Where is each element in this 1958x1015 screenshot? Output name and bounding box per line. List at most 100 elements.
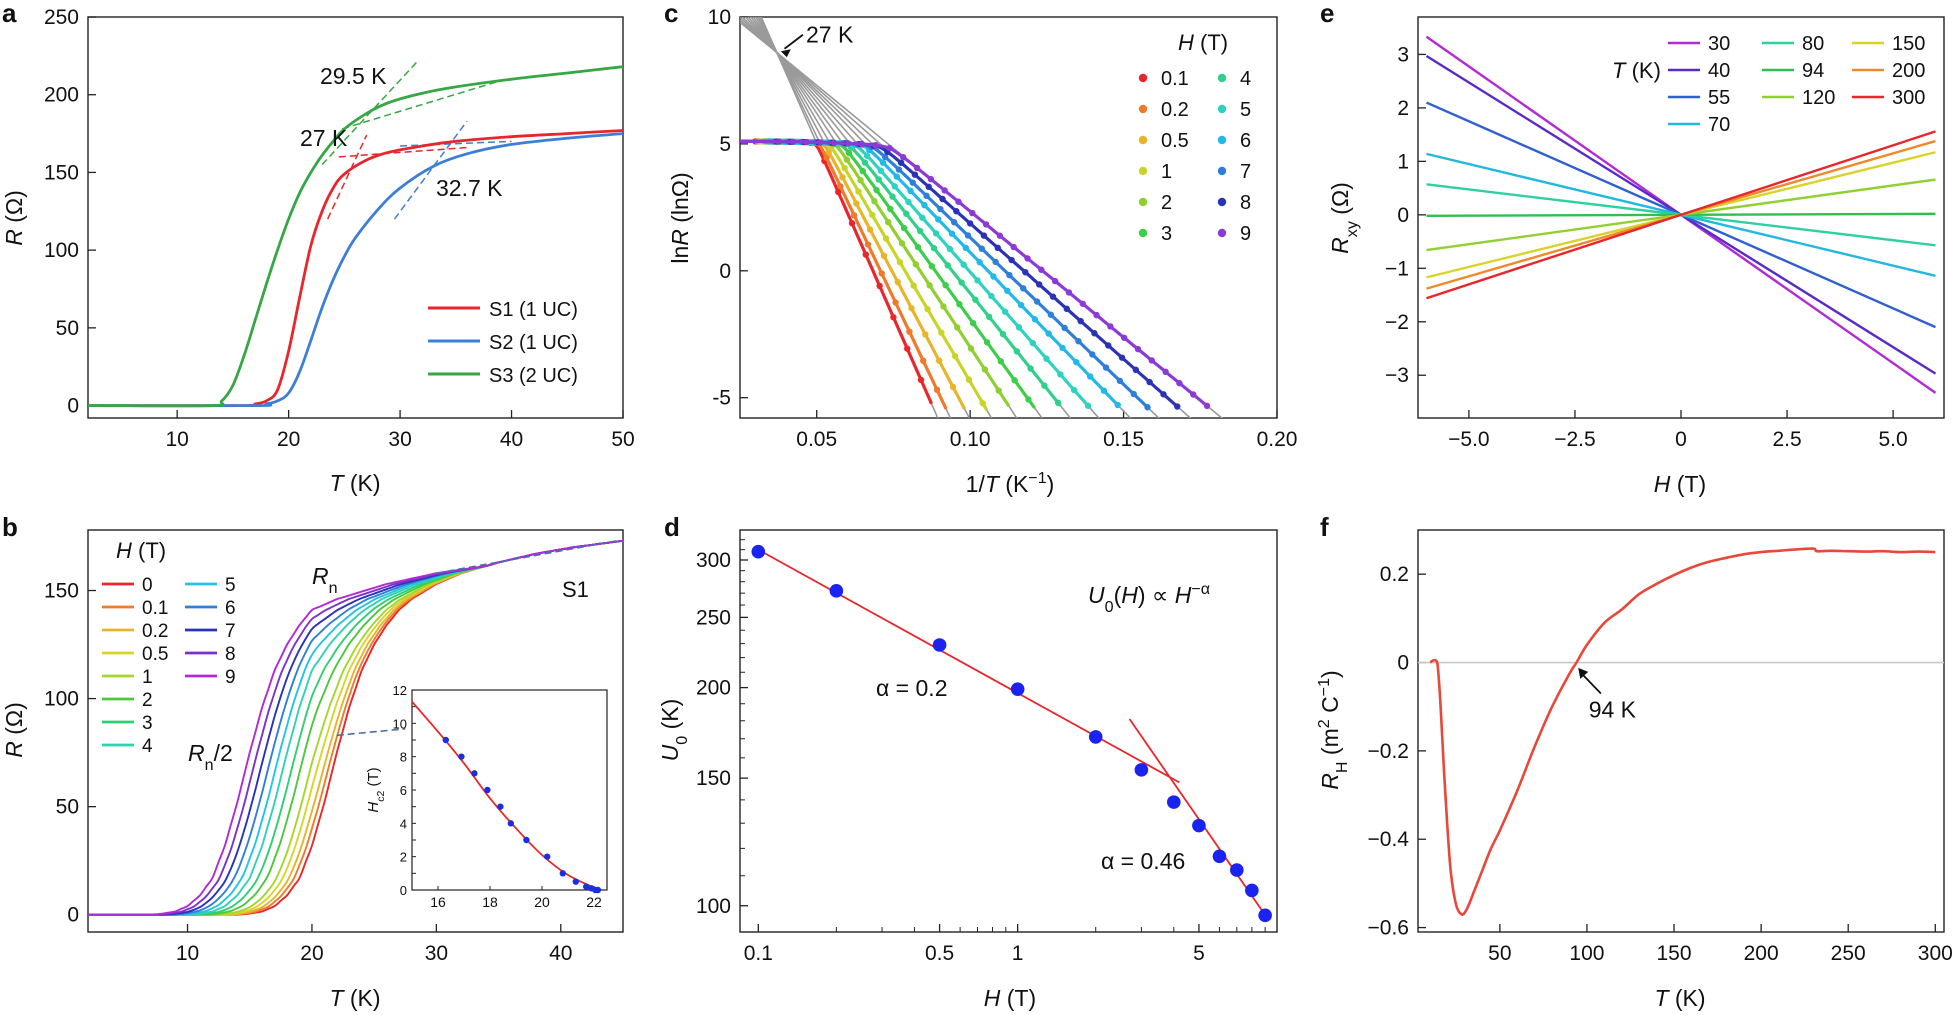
c-data-point — [825, 148, 832, 156]
c-data-point — [917, 376, 925, 384]
c-x-tick-label: 0.20 — [1257, 428, 1298, 451]
c-data-point — [950, 219, 958, 226]
c-data-point — [941, 187, 948, 194]
b-series-line-9 — [87, 539, 624, 916]
panel-label-f: f — [1320, 512, 1329, 542]
c-data-point — [990, 273, 997, 280]
c-data-point — [831, 139, 838, 147]
c-data-point — [904, 345, 911, 352]
c-data-point — [890, 314, 897, 321]
c-data-point — [878, 270, 885, 277]
c-data-point — [1102, 364, 1110, 371]
c-data-point — [885, 219, 892, 226]
c-data-point — [1051, 277, 1059, 285]
c-legend-marker — [1138, 73, 1148, 83]
c-data-point — [907, 187, 914, 195]
d-y-tick-label: 300 — [696, 549, 731, 572]
a-extrapolation-line — [326, 134, 368, 220]
a-x-tick-label: 20 — [277, 428, 300, 451]
d-data-point — [1245, 883, 1259, 898]
e-x-tick-label: −5.0 — [1448, 428, 1489, 451]
b-inset-x-tick-label: 18 — [482, 894, 498, 910]
c-data-point — [1070, 386, 1078, 394]
a-plot-frame — [87, 16, 624, 419]
b-annotation-rn: Rn — [312, 563, 338, 597]
b-x-tick-label: 20 — [300, 942, 323, 965]
a-x-tick-label: 50 — [611, 428, 634, 451]
d-x-tick-label: 1 — [1012, 942, 1024, 965]
b-plot-frame — [87, 529, 624, 933]
c-legend-label: 7 — [1240, 161, 1251, 183]
c-data-point — [844, 140, 852, 147]
b-inset-point — [583, 883, 590, 890]
b-inset-point — [523, 836, 530, 844]
d-alpha-high-label: α = 0.46 — [1101, 848, 1185, 874]
panel-label-a: a — [2, 0, 17, 28]
d-x-axis-label: H (T) — [984, 985, 1036, 1011]
c-data-point — [930, 244, 938, 252]
e-y-tick-label: 2 — [1397, 97, 1409, 120]
c-data-point — [925, 183, 932, 191]
c-legend-marker — [1217, 73, 1227, 83]
c-data-point — [1176, 379, 1183, 387]
c-legend-marker — [1138, 135, 1148, 145]
c-data-point — [1015, 324, 1023, 331]
c-data-point — [955, 198, 962, 205]
b-legend-label: 4 — [142, 736, 153, 757]
c-data-point — [839, 174, 846, 181]
c-data-point — [1118, 354, 1126, 361]
c-legend-marker — [1217, 135, 1227, 145]
c-fit-line — [760, 17, 939, 418]
b-legend-label: 1 — [142, 667, 153, 688]
c-plot-area — [740, 17, 1224, 418]
c-data-point — [1013, 348, 1020, 355]
b-inset-frame — [411, 689, 608, 891]
c-data-point — [967, 345, 975, 352]
c-data-point — [1033, 298, 1041, 305]
c-data-point — [875, 176, 882, 183]
c-data-point — [914, 243, 922, 251]
a-x-tick-label: 30 — [388, 428, 411, 451]
c-data-point — [900, 224, 908, 232]
c-data-point — [1148, 357, 1156, 364]
b-inset-point — [442, 736, 449, 744]
c-legend-label: 6 — [1240, 130, 1251, 152]
a-annotation-29-5k: 29.5 K — [320, 63, 387, 89]
c-data-point — [1006, 271, 1013, 279]
c-data-point — [985, 313, 993, 321]
b-inset-point — [572, 878, 579, 885]
a-legend-label: S1 (1 UC) — [489, 299, 578, 321]
b-rn-guide-line — [436, 540, 617, 575]
c-data-point — [1059, 344, 1066, 352]
c-y-tick-label: -5 — [712, 387, 731, 410]
c-data-point — [916, 227, 924, 235]
c-legend-label: 1 — [1161, 161, 1172, 183]
c-data-point — [894, 278, 901, 286]
e-legend-label: 80 — [1802, 33, 1824, 55]
c-legend-marker — [1138, 166, 1148, 176]
c-data-point — [1084, 402, 1092, 409]
b-inset-y-tick-label: 0 — [400, 883, 407, 898]
c-data-point — [1190, 391, 1197, 398]
e-legend-label: 150 — [1892, 33, 1925, 55]
c-data-point — [962, 244, 970, 252]
e-y-axis-label: Rxy (Ω) — [1327, 182, 1361, 254]
c-data-point — [979, 399, 986, 407]
c-data-point — [1020, 285, 1027, 292]
c-legend-marker — [1217, 197, 1227, 207]
b-legend-label: 0 — [142, 575, 153, 596]
c-data-point — [834, 188, 842, 196]
b-legend-label: 0.2 — [142, 621, 168, 642]
c-x-tick-label: 0.15 — [1103, 428, 1144, 451]
c-data-point — [895, 166, 903, 173]
c-data-point — [897, 159, 905, 166]
d-data-point — [1230, 863, 1244, 877]
c-data-point — [988, 292, 995, 300]
e-legend-label: 200 — [1892, 60, 1925, 82]
c-data-point — [1029, 339, 1036, 347]
c-legend-label: 5 — [1240, 99, 1251, 121]
c-data-point — [1130, 390, 1137, 398]
b-inset-axis-label: Hc2 (T) — [365, 767, 387, 812]
b-legend-label: 3 — [142, 713, 153, 734]
f-x-tick-label: 50 — [1488, 942, 1511, 965]
